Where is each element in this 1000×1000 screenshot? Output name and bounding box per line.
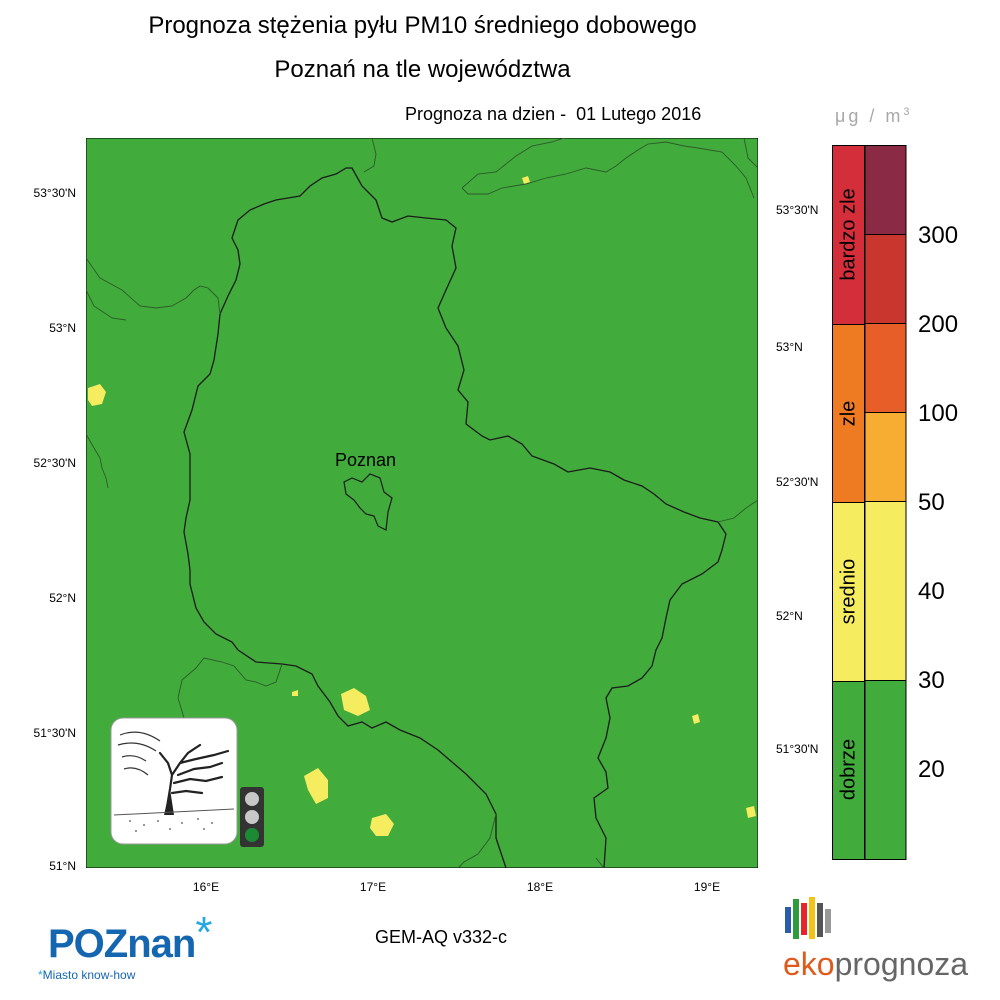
- scale-value-40: 40: [918, 578, 945, 605]
- traffic-light-red: [245, 792, 259, 806]
- lat-label-right-4: 52°N: [776, 609, 803, 623]
- scale-seg-3: [864, 323, 907, 413]
- legend-unit: μg / m3: [835, 106, 913, 126]
- spot-east-1: [692, 714, 700, 724]
- wind-tree-icon: [110, 717, 238, 845]
- band-label-bardzo-zle: bardzo zle: [837, 188, 860, 281]
- spot-south-3: [370, 814, 394, 836]
- lat-label-left-5: 51°30'N: [33, 726, 76, 740]
- scale-value-20: 20: [918, 756, 945, 783]
- scale-value-300: 300: [918, 222, 959, 249]
- model-name: GEM-AQ v332-c: [375, 927, 508, 947]
- neighbour-borders: [86, 138, 758, 868]
- voivodeship-border: [183, 167, 727, 868]
- spot-east-2: [746, 806, 756, 818]
- asterisk-icon: *: [195, 908, 212, 957]
- band-bardzo-zle: [832, 145, 865, 325]
- lon-label-3: 18°E: [526, 880, 554, 894]
- lat-label-left-3: 52°30'N: [33, 456, 76, 470]
- map-subtitle: Poznań na tle województwa: [274, 56, 571, 83]
- forecast-date: Prognoza na dzien - 01 Lutego 2016: [405, 104, 702, 124]
- scale-value-100: 100: [918, 400, 959, 427]
- legend-category-bar: [832, 145, 865, 860]
- legend-scale-bar: [864, 145, 907, 860]
- scale-seg-4: [864, 412, 907, 502]
- pollution-spots: [88, 176, 756, 836]
- spot-north: [522, 176, 530, 184]
- lat-label-right-1: 53°30'N: [776, 203, 819, 217]
- band-label-zle: zle: [837, 400, 860, 427]
- ekoprognoza-bars-icon: [785, 897, 831, 939]
- map-title: Prognoza stężenia pyłu PM10 średniego do…: [148, 12, 697, 39]
- scale-seg-6: [864, 680, 907, 860]
- spot-west: [88, 384, 106, 406]
- lon-label-1: 16°E: [192, 880, 220, 894]
- scale-seg-5: [864, 501, 907, 681]
- traffic-light-yellow: [245, 810, 259, 824]
- spot-small: [292, 690, 298, 696]
- spot-south-2: [304, 768, 328, 804]
- lat-label-left-4: 52°N: [49, 591, 76, 605]
- poznan-tagline: *Miasto know-how: [38, 968, 136, 982]
- poznan-city-border: [343, 473, 393, 531]
- lat-label-left-6: 51°N: [49, 859, 76, 873]
- spot-south-1: [341, 688, 370, 716]
- scale-value-50: 50: [918, 489, 945, 516]
- scale-seg-1: [864, 145, 907, 235]
- poznan-logo[interactable]: POZnan*: [48, 908, 212, 966]
- lat-label-right-5: 51°30'N: [776, 742, 819, 756]
- city-label: Poznan: [335, 450, 397, 470]
- lat-label-right-3: 52°30'N: [776, 475, 819, 489]
- band-dobrze: [832, 681, 865, 860]
- band-label-dobrze: dobrze: [837, 738, 860, 801]
- lon-label-4: 19°E: [693, 880, 721, 894]
- traffic-light-icon: [240, 787, 264, 847]
- lat-label-left-1: 53°30'N: [33, 186, 76, 200]
- lon-label-2: 17°E: [359, 880, 387, 894]
- scale-value-200: 200: [918, 311, 959, 338]
- traffic-light-green: [245, 828, 259, 842]
- band-zle: [832, 324, 865, 503]
- lat-label-right-2: 53°N: [776, 340, 803, 354]
- band-label-srednio: srednio: [837, 558, 860, 625]
- scale-seg-2: [864, 234, 907, 324]
- ekoprognoza-logo[interactable]: ekoprognoza: [783, 946, 969, 982]
- lat-label-left-2: 53°N: [49, 321, 76, 335]
- scale-value-30: 30: [918, 667, 945, 694]
